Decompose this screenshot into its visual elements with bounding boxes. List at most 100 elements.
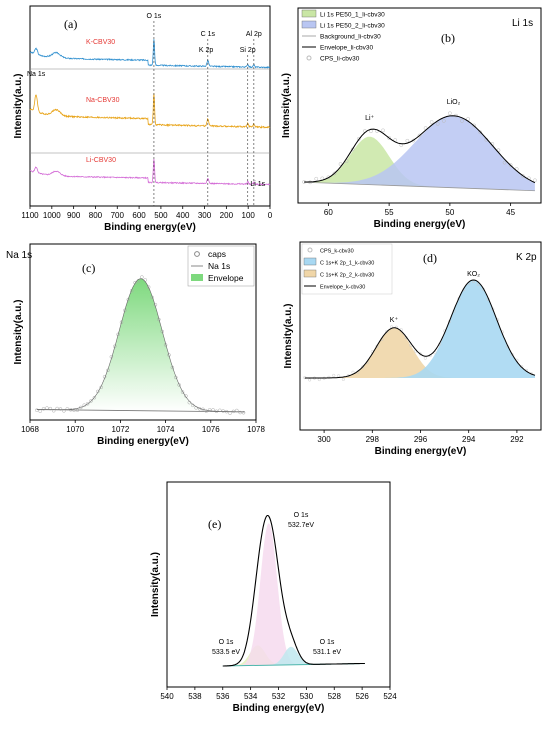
panel-label: (e) <box>208 517 221 531</box>
series-label: Li-CBV30 <box>86 157 116 164</box>
data-point <box>385 329 389 334</box>
peak-label: 532.7eV <box>288 522 314 529</box>
x-tick-label: 300 <box>317 435 331 444</box>
peak-annotation: K 2p <box>199 47 214 54</box>
legend-swatch <box>301 9 317 18</box>
data-point <box>51 409 56 413</box>
panel-d: 300 298 296 294 292 Binding energy(eV) Intensi… <box>283 241 542 457</box>
peak-label: 533.5 eV <box>212 649 240 656</box>
data-point <box>177 383 181 387</box>
legend-label: CPS_k-cbv30 <box>320 249 354 255</box>
data-point <box>308 378 312 382</box>
data-point <box>341 377 345 381</box>
data-point <box>448 111 452 116</box>
peak-label: LiO₂ <box>447 99 461 106</box>
peak-annotation: Na 1s <box>27 71 46 78</box>
x-tick-label: 292 <box>510 435 524 444</box>
legend-box <box>301 243 393 295</box>
x-tick-label: 532 <box>272 692 286 701</box>
data-point <box>85 402 90 406</box>
x-tick-label: 700 <box>111 211 125 220</box>
x-axis-label: Binding energy(eV) <box>97 436 189 447</box>
data-point <box>207 408 212 412</box>
panel-label: (d) <box>423 251 437 265</box>
peak-annotation: Si 2p <box>240 47 256 54</box>
data-point <box>89 399 93 403</box>
data-point <box>441 119 446 123</box>
x-tick-label: 1068 <box>21 425 39 434</box>
panel-label: (c) <box>82 261 95 275</box>
background-line <box>304 181 535 192</box>
x-axis-label: Binding energy(eV) <box>375 446 467 457</box>
peak-annotation: Li 1s <box>250 181 265 188</box>
data-point <box>119 320 124 324</box>
x-tick-label: 530 <box>300 692 314 701</box>
panel-b: 60 55 50 45 Binding energy(eV) Intensity(a.u.… <box>281 7 542 230</box>
legend-swatch <box>307 247 313 253</box>
x-tick-label: 400 <box>176 211 190 220</box>
peak-label: O 1s <box>320 639 335 646</box>
x-tick-label: 524 <box>383 692 397 701</box>
peak-fill <box>304 136 535 191</box>
data-point <box>387 136 391 140</box>
x-tick-label: 300 <box>198 211 212 220</box>
data-point <box>48 406 53 411</box>
x-tick-label: 296 <box>414 435 428 444</box>
data-point <box>508 163 513 167</box>
series-line <box>29 39 271 69</box>
x-tick-label: 500 <box>154 211 168 220</box>
data-point <box>502 160 507 165</box>
corner-label: K 2p <box>516 252 537 263</box>
x-tick-label: 800 <box>89 211 103 220</box>
peak-label: KO₂ <box>467 271 480 278</box>
data-point <box>472 123 477 128</box>
data-point <box>133 280 137 285</box>
data-point <box>116 332 120 337</box>
peak-annotation: O 1s <box>147 13 162 20</box>
data-point <box>337 374 341 378</box>
data-point <box>460 119 464 123</box>
peak-annotation: Al 2p <box>246 31 262 38</box>
corner-label: Na 1s <box>6 250 32 261</box>
panel-label: (a) <box>64 17 77 31</box>
data-point <box>351 370 355 374</box>
x-tick-label: 1072 <box>112 425 130 434</box>
data-point <box>238 410 242 415</box>
peak-fill <box>222 646 328 666</box>
data-point <box>520 174 525 178</box>
data-point <box>92 395 97 400</box>
x-tick-label: 538 <box>188 692 202 701</box>
x-tick-label: 60 <box>324 208 333 217</box>
data-point <box>435 121 440 126</box>
data-point <box>75 408 80 412</box>
peak-label: 531.1 eV <box>313 649 341 656</box>
data-point <box>381 128 385 133</box>
y-axis-label: Intensity(a.u.) <box>13 299 24 364</box>
data-point <box>520 365 524 369</box>
data-point <box>204 409 209 413</box>
plot-frame <box>29 5 271 207</box>
data-point <box>338 162 343 166</box>
x-axis-label: Binding energy(eV) <box>374 219 466 230</box>
legend: caps Na 1s Envelope <box>187 245 255 287</box>
panel-e: 540 538 536 534 532 530 528 526 524 Binding energ… <box>150 481 397 714</box>
y-axis-label: Intensity(a.u.) <box>283 303 294 368</box>
x-tick-label: 200 <box>220 211 234 220</box>
data-point <box>201 407 205 412</box>
data-point <box>68 408 73 412</box>
x-tick-label: 1078 <box>247 425 265 434</box>
data-point <box>327 375 331 379</box>
x-tick-label: 1000 <box>43 211 61 220</box>
legend-label: CPS_li-cbv30 <box>320 56 360 63</box>
peak-label: Li⁺ <box>365 115 374 122</box>
x-tick-label: 536 <box>216 692 230 701</box>
data-point <box>65 407 70 411</box>
data-point <box>350 147 355 152</box>
data-point <box>417 133 422 138</box>
data-point <box>180 390 185 394</box>
peak-label: O 1s <box>294 512 309 519</box>
data-point <box>533 178 537 183</box>
y-axis-label: Intensity(a.u.) <box>150 552 161 617</box>
x-tick-label: 100 <box>242 211 256 220</box>
